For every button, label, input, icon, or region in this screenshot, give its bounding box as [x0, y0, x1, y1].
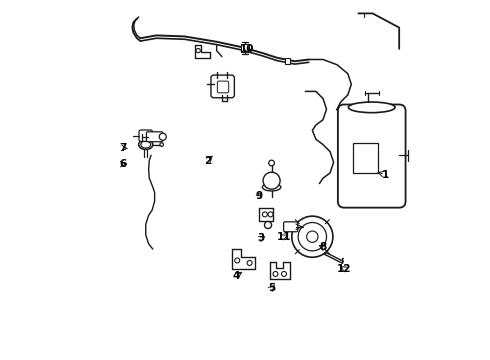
- FancyBboxPatch shape: [147, 132, 163, 142]
- Text: 1: 1: [381, 170, 389, 180]
- Text: 2: 2: [204, 156, 211, 166]
- Text: 8: 8: [319, 242, 327, 252]
- Ellipse shape: [348, 102, 395, 113]
- Circle shape: [298, 222, 326, 251]
- Text: 9: 9: [256, 191, 263, 201]
- FancyBboxPatch shape: [338, 104, 406, 208]
- Circle shape: [247, 260, 252, 265]
- Circle shape: [262, 212, 268, 217]
- Circle shape: [292, 216, 333, 257]
- Circle shape: [196, 49, 200, 53]
- Text: 10: 10: [240, 44, 254, 54]
- Circle shape: [268, 212, 273, 217]
- Text: 5: 5: [268, 283, 275, 293]
- FancyBboxPatch shape: [139, 130, 152, 141]
- FancyBboxPatch shape: [284, 222, 298, 232]
- Circle shape: [282, 271, 287, 276]
- Ellipse shape: [141, 141, 151, 148]
- Circle shape: [159, 133, 166, 140]
- Bar: [241, 44, 249, 52]
- Text: 7: 7: [119, 143, 126, 153]
- Circle shape: [269, 160, 274, 166]
- Bar: [285, 58, 290, 64]
- Circle shape: [263, 172, 280, 189]
- Ellipse shape: [139, 140, 153, 149]
- Circle shape: [265, 221, 271, 229]
- Text: 4: 4: [232, 271, 240, 281]
- Circle shape: [307, 231, 318, 242]
- Text: 3: 3: [257, 234, 265, 243]
- Text: 6: 6: [119, 159, 126, 169]
- FancyBboxPatch shape: [218, 81, 229, 93]
- Ellipse shape: [262, 183, 281, 191]
- FancyBboxPatch shape: [211, 75, 234, 98]
- Circle shape: [273, 271, 278, 276]
- Circle shape: [160, 143, 164, 146]
- Circle shape: [235, 258, 240, 263]
- Bar: [353, 143, 378, 173]
- Text: 12: 12: [337, 264, 351, 274]
- Text: 11: 11: [277, 232, 291, 242]
